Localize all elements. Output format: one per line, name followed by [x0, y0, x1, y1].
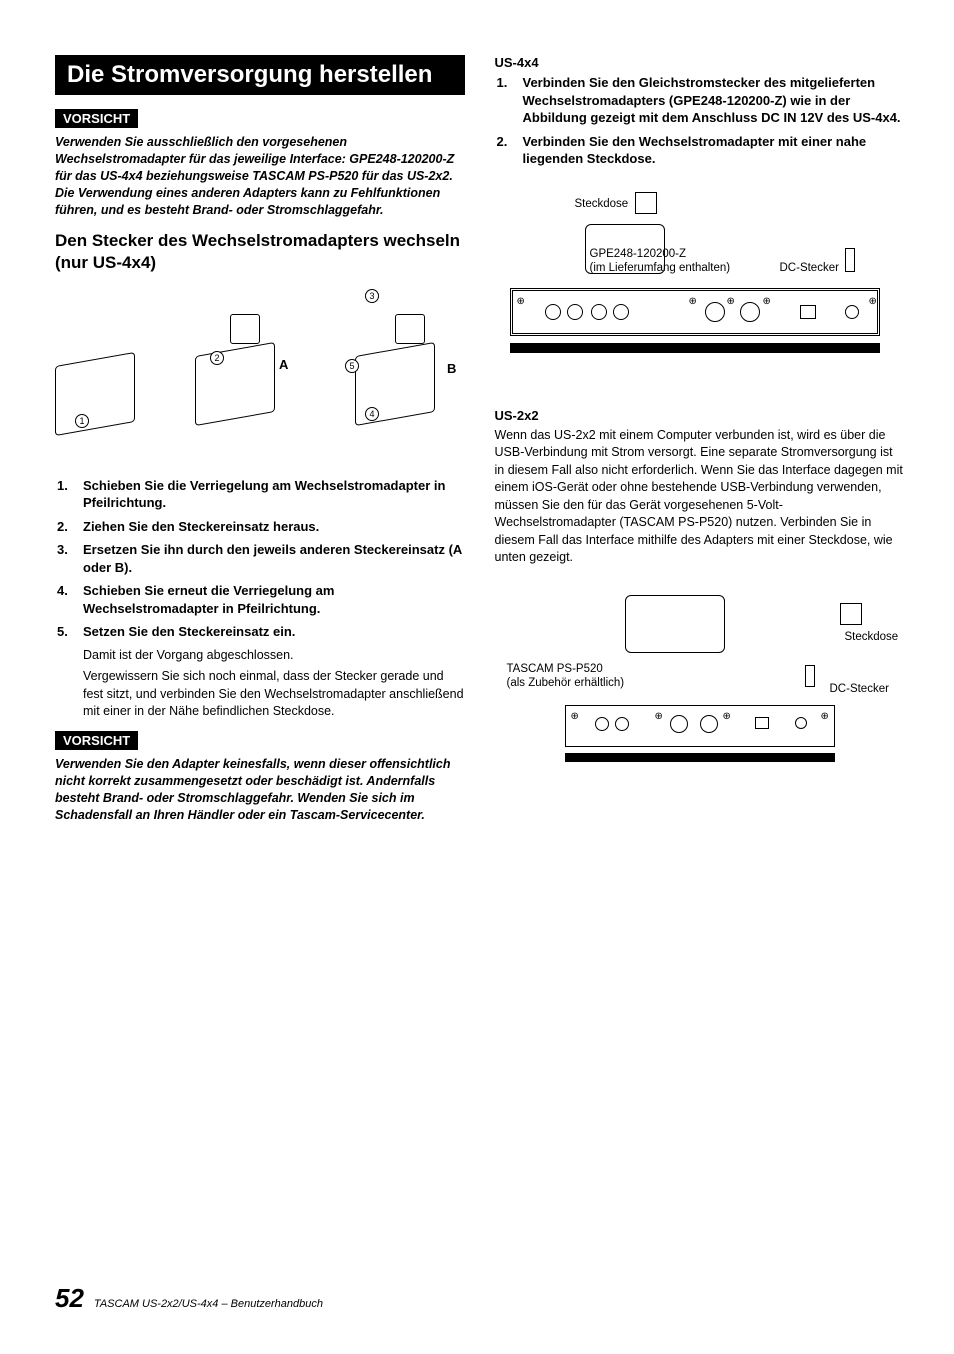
diagram-us2x2: Steckdose TASCAM PS-P520 (als Zubehör er…: [495, 585, 905, 785]
diag2-adapter-l2: (als Zubehör erhältlich): [507, 677, 625, 689]
footer-text: TASCAM US-2x2/US-4x4 – Benutzerhandbuch: [94, 1298, 323, 1310]
diag2-dc-label: DC-Stecker: [830, 683, 889, 695]
diag1-steckdose-label: Steckdose: [575, 198, 629, 210]
step-1: Schieben Sie die Verriegelung am Wechsel…: [55, 477, 465, 512]
step-2: Ziehen Sie den Steckereinsatz heraus.: [55, 518, 465, 536]
caution-text-2: Verwenden Sie den Adapter keinesfalls, w…: [55, 756, 465, 824]
diagram-us4x4: Steckdose GPE248-120200-Z (im Lieferumfa…: [495, 188, 905, 378]
step-4: Schieben Sie erneut die Verriegelung am …: [55, 582, 465, 617]
plug-letter-a: A: [279, 357, 288, 372]
step-marker-1: 1: [75, 414, 89, 428]
left-body-1: Damit ist der Vorgang abgeschlossen.: [55, 647, 465, 665]
plug-letter-b: B: [447, 361, 456, 376]
caution-label: VORSICHT: [55, 109, 138, 128]
step-marker-4: 4: [365, 407, 379, 421]
diag1-adapter-l1: GPE248-120200-Z: [590, 248, 687, 260]
caution-block-2: VORSICHT: [55, 731, 465, 750]
us2x2-paragraph: Wenn das US-2x2 mit einem Computer verbu…: [495, 427, 905, 567]
caution-text-1: Verwenden Sie ausschließlich den vorgese…: [55, 134, 465, 218]
caution-block-1: VORSICHT: [55, 109, 465, 128]
step-marker-2: 2: [210, 351, 224, 365]
step-marker-5: 5: [345, 359, 359, 373]
subheading: Den Stecker des Wechselstromadapters wec…: [55, 230, 465, 274]
caution-label-2: VORSICHT: [55, 731, 138, 750]
step-3: Ersetzen Sie ihn durch den jeweils ander…: [55, 541, 465, 576]
steps-left: Schieben Sie die Verriegelung am Wechsel…: [55, 477, 465, 641]
diag1-adapter-l2: (im Lieferumfang enthalten): [590, 262, 731, 274]
section-title: Die Stromversorgung herstellen: [55, 55, 465, 95]
us4x4-heading: US-4x4: [495, 55, 905, 70]
us4x4-step-2: Verbinden Sie den Wechselstromadapter mi…: [495, 133, 905, 168]
us2x2-heading: US-2x2: [495, 408, 905, 423]
us4x4-steps: Verbinden Sie den Gleichstromstecker des…: [495, 74, 905, 168]
left-body-2: Vergewissern Sie sich noch einmal, dass …: [55, 668, 465, 721]
figure-plug-swap: 1 2 3 4 5 A B: [55, 289, 465, 459]
step-5: Setzen Sie den Steckereinsatz ein.: [55, 623, 465, 641]
diag1-dc-label: DC-Stecker: [780, 262, 839, 274]
diag2-adapter-l1: TASCAM PS-P520: [507, 663, 603, 675]
us4x4-step-1: Verbinden Sie den Gleichstromstecker des…: [495, 74, 905, 127]
step-marker-3: 3: [365, 289, 379, 303]
page-number: 52: [55, 1283, 84, 1314]
page-footer: 52 TASCAM US-2x2/US-4x4 – Benutzerhandbu…: [55, 1283, 323, 1314]
diag2-steckdose-label: Steckdose: [845, 631, 899, 643]
